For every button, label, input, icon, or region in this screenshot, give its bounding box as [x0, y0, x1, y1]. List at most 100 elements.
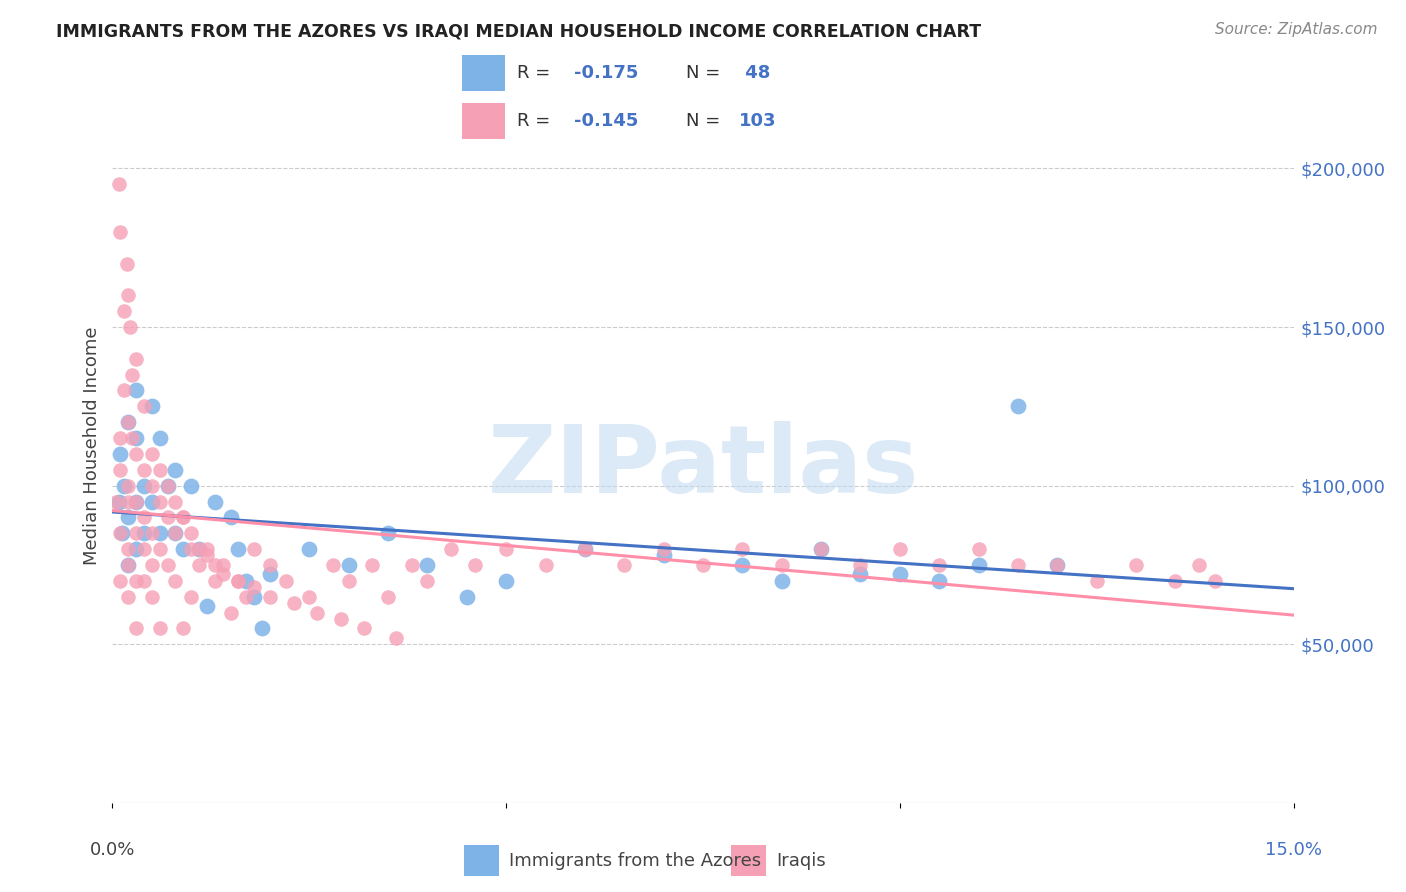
Point — [401, 558, 423, 572]
Bar — [461, 103, 505, 139]
Point — [125, 351, 148, 366]
Point — [219, 510, 242, 524]
Text: -0.175: -0.175 — [574, 64, 638, 82]
Point — [731, 542, 754, 557]
Point — [112, 304, 135, 318]
Point — [180, 478, 202, 492]
Point — [235, 590, 257, 604]
Point — [165, 463, 187, 477]
Point — [141, 590, 163, 604]
Point — [219, 606, 242, 620]
Point — [416, 574, 439, 588]
Point — [156, 558, 179, 572]
Point — [353, 621, 375, 635]
Point — [243, 590, 266, 604]
Point — [243, 542, 266, 557]
Point — [464, 558, 486, 572]
Point — [298, 590, 321, 604]
Point — [967, 542, 990, 557]
Point — [298, 542, 321, 557]
Point — [195, 542, 218, 557]
Point — [172, 510, 194, 524]
Point — [770, 558, 793, 572]
Point — [110, 526, 132, 541]
Point — [731, 558, 754, 572]
Point — [1125, 558, 1147, 572]
Point — [337, 574, 360, 588]
Point — [385, 631, 408, 645]
Point — [1007, 400, 1029, 414]
Point — [180, 590, 202, 604]
Point — [416, 558, 439, 572]
Point — [156, 478, 179, 492]
Point — [165, 494, 187, 508]
Point — [204, 494, 226, 508]
Point — [849, 567, 872, 582]
Point — [125, 384, 148, 398]
Point — [810, 542, 832, 557]
Text: N =: N = — [686, 64, 725, 82]
Point — [1085, 574, 1108, 588]
Text: 103: 103 — [740, 112, 776, 130]
Point — [110, 431, 132, 445]
Point — [259, 590, 281, 604]
Point — [1188, 558, 1211, 572]
Point — [141, 478, 163, 492]
Point — [132, 510, 155, 524]
Point — [283, 596, 305, 610]
Point — [121, 431, 143, 445]
Point — [141, 400, 163, 414]
Bar — [464, 846, 499, 876]
Point — [125, 494, 148, 508]
Point — [149, 526, 172, 541]
Point — [274, 574, 297, 588]
Text: 15.0%: 15.0% — [1265, 841, 1322, 859]
Point — [117, 542, 139, 557]
Point — [928, 558, 950, 572]
Point — [117, 558, 139, 572]
Point — [534, 558, 557, 572]
Text: R =: R = — [517, 112, 555, 130]
Point — [141, 494, 163, 508]
Text: 0.0%: 0.0% — [90, 841, 135, 859]
Point — [810, 542, 832, 557]
Point — [117, 558, 139, 572]
Text: R =: R = — [517, 64, 555, 82]
Point — [110, 225, 132, 239]
Point — [928, 574, 950, 588]
Point — [125, 574, 148, 588]
Point — [1204, 574, 1226, 588]
Point — [172, 542, 194, 557]
Text: N =: N = — [686, 112, 725, 130]
Text: Iraqis: Iraqis — [776, 852, 825, 870]
Point — [149, 621, 172, 635]
Point — [156, 510, 179, 524]
Point — [141, 526, 163, 541]
Point — [180, 526, 202, 541]
Text: IMMIGRANTS FROM THE AZORES VS IRAQI MEDIAN HOUSEHOLD INCOME CORRELATION CHART: IMMIGRANTS FROM THE AZORES VS IRAQI MEDI… — [56, 22, 981, 40]
Point — [259, 558, 281, 572]
Point — [112, 384, 135, 398]
Point — [115, 257, 138, 271]
Point — [117, 415, 139, 429]
Point — [165, 526, 187, 541]
Point — [307, 606, 329, 620]
Point — [117, 288, 139, 302]
Point — [117, 415, 139, 429]
Bar — [731, 846, 766, 876]
Point — [188, 558, 211, 572]
Point — [495, 542, 517, 557]
Point — [107, 494, 129, 508]
Bar — [461, 55, 505, 91]
Point — [377, 526, 399, 541]
Point — [118, 320, 141, 334]
Point — [652, 542, 675, 557]
Point — [195, 549, 218, 563]
Point — [889, 567, 911, 582]
Point — [110, 463, 132, 477]
Text: Source: ZipAtlas.com: Source: ZipAtlas.com — [1215, 22, 1378, 37]
Point — [132, 542, 155, 557]
Point — [228, 542, 250, 557]
Y-axis label: Median Household Income: Median Household Income — [83, 326, 101, 566]
Text: -0.145: -0.145 — [574, 112, 638, 130]
